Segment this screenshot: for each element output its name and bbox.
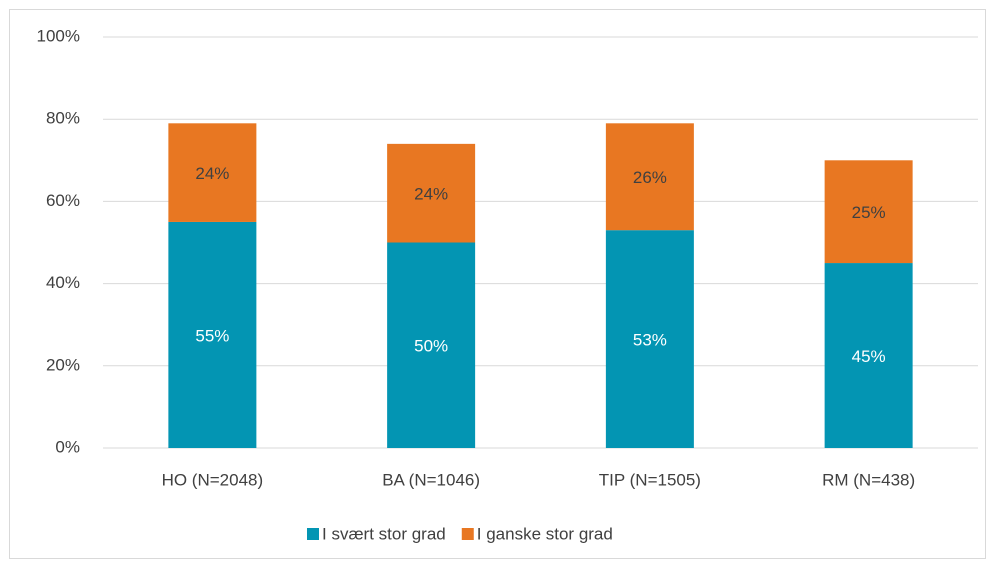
data-label: 25%: [852, 203, 886, 222]
bar-segment: [387, 242, 476, 448]
y-tick-label: 20%: [46, 355, 80, 374]
legend-swatch: [461, 528, 474, 540]
bar-segment: [168, 123, 257, 222]
data-label: 45%: [852, 347, 886, 366]
data-label: 50%: [414, 337, 448, 356]
y-tick-label: 40%: [46, 273, 80, 292]
y-tick-label: 80%: [46, 109, 80, 128]
data-label: 26%: [633, 168, 667, 187]
x-tick-label: HO (N=2048): [162, 470, 264, 489]
data-label: 55%: [195, 326, 229, 345]
bar-segment: [168, 221, 257, 448]
bar-segment: [605, 123, 694, 231]
bar-segment: [387, 143, 476, 243]
x-tick-label: BA (N=1046): [382, 470, 480, 489]
legend-label: I ganske stor grad: [477, 524, 613, 543]
x-tick-label: TIP (N=1505): [599, 470, 701, 489]
bar-segment: [824, 160, 913, 264]
data-label: 24%: [195, 164, 229, 183]
y-tick-label: 60%: [46, 191, 80, 210]
y-tick-label: 100%: [37, 26, 80, 45]
y-tick-label: 0%: [55, 437, 80, 456]
legend-label: I svært stor grad: [322, 524, 446, 543]
data-label: 53%: [633, 331, 667, 350]
legend-swatch: [307, 528, 319, 540]
bar-segment: [605, 230, 694, 448]
bar-segment: [824, 263, 913, 448]
data-label: 24%: [414, 185, 448, 204]
x-tick-label: RM (N=438): [822, 470, 915, 489]
